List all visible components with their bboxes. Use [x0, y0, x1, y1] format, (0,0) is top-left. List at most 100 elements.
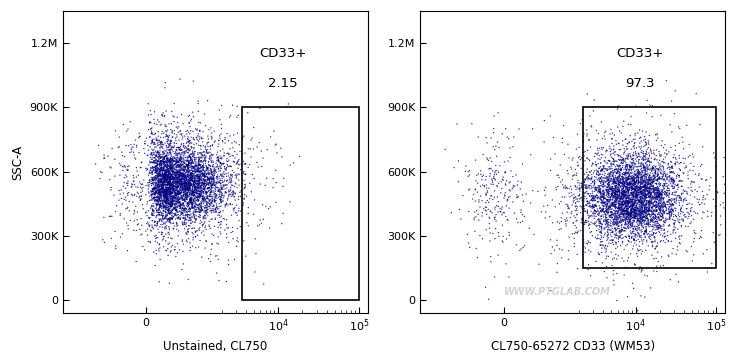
Point [166, 174, 178, 179]
Point [616, 188, 628, 194]
Point [191, 169, 203, 175]
Point [607, 200, 619, 206]
Point [606, 202, 618, 208]
Point [610, 199, 621, 205]
Point [151, 160, 163, 166]
Point [178, 175, 190, 181]
Point [176, 174, 188, 180]
Point [595, 230, 607, 236]
Point [202, 169, 214, 175]
Point [170, 150, 182, 156]
Point [163, 132, 175, 138]
Point [613, 186, 625, 192]
Point [150, 248, 162, 253]
Point [206, 182, 218, 188]
Point [629, 205, 641, 211]
Point [147, 206, 159, 212]
Point [193, 169, 205, 174]
Point [648, 177, 660, 183]
Point [178, 181, 190, 186]
Point [166, 177, 177, 182]
Point [180, 173, 192, 178]
Point [644, 201, 655, 207]
Point [574, 185, 586, 191]
Point [618, 175, 630, 181]
Point [183, 188, 195, 194]
Point [196, 154, 208, 160]
Point [650, 181, 662, 186]
Point [633, 211, 645, 217]
Point [160, 190, 171, 196]
Point [619, 210, 631, 216]
Point [480, 190, 492, 196]
Point [651, 193, 663, 199]
Point [636, 189, 647, 194]
Point [209, 182, 221, 188]
Point [168, 140, 180, 146]
Point [177, 261, 189, 267]
Point [592, 161, 604, 167]
Point [641, 141, 653, 147]
Point [165, 180, 177, 186]
Point [714, 232, 726, 237]
Point [154, 162, 166, 167]
Point [622, 188, 634, 194]
Point [620, 203, 632, 209]
Point [607, 185, 619, 191]
Point [177, 215, 189, 221]
Point [183, 209, 194, 214]
Point [634, 140, 646, 146]
Point [164, 149, 176, 155]
Point [185, 198, 197, 204]
Point [613, 165, 624, 171]
Point [627, 181, 638, 186]
Point [202, 200, 214, 206]
Point [594, 242, 606, 248]
Point [665, 145, 677, 150]
Point [621, 165, 633, 171]
Point [624, 225, 636, 231]
Point [621, 204, 633, 210]
Point [217, 186, 229, 192]
Point [492, 169, 504, 175]
Point [653, 224, 665, 230]
Point [655, 207, 667, 213]
Point [248, 211, 259, 217]
Point [612, 187, 624, 193]
Point [164, 193, 176, 199]
Point [173, 173, 185, 178]
Point [185, 175, 197, 181]
Point [596, 200, 607, 206]
Point [643, 174, 655, 179]
Point [157, 181, 169, 186]
Point [174, 158, 186, 163]
Point [176, 131, 188, 136]
Point [185, 206, 197, 211]
Point [611, 185, 623, 190]
Point [632, 130, 644, 136]
Point [609, 212, 621, 218]
Point [647, 219, 659, 225]
Point [609, 203, 621, 209]
Point [594, 194, 606, 200]
Point [469, 215, 480, 221]
Point [617, 202, 629, 207]
Point [658, 226, 670, 232]
Point [165, 190, 177, 196]
Point [200, 155, 211, 161]
Point [159, 204, 171, 210]
Point [165, 163, 177, 169]
Point [559, 217, 571, 222]
Point [599, 226, 610, 232]
Point [174, 162, 186, 168]
Point [160, 122, 171, 128]
Point [638, 164, 650, 170]
Point [221, 162, 233, 167]
Point [627, 211, 638, 217]
Point [647, 167, 659, 173]
Point [169, 204, 181, 210]
Point [463, 168, 475, 174]
Point [650, 193, 662, 198]
Point [185, 171, 197, 177]
Point [160, 123, 172, 129]
